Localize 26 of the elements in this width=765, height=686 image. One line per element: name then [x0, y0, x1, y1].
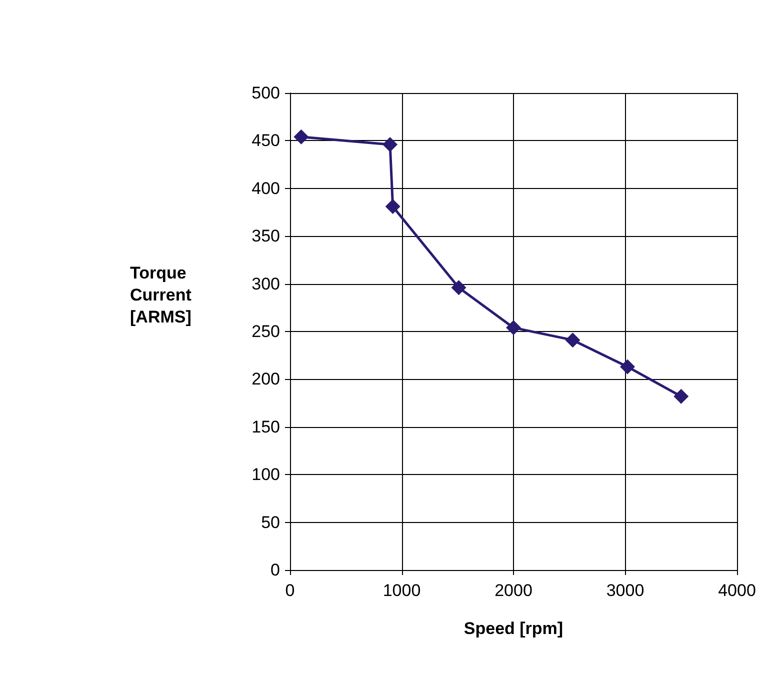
- y-tick-label: 200: [252, 370, 280, 389]
- point: [674, 388, 689, 404]
- y-tick-label: 150: [252, 417, 280, 436]
- point: [385, 199, 400, 214]
- y-axis-title: Torque Current [ARMS]: [130, 264, 196, 326]
- y-tick-label: 50: [261, 512, 280, 532]
- y-tick-label: 250: [252, 322, 280, 341]
- point: [294, 129, 309, 144]
- y-tick-label: 400: [252, 178, 280, 198]
- y-tick-label: 500: [252, 84, 280, 102]
- x-tick-label: 1000: [382, 581, 421, 600]
- x-axis-title: Speed [rpm]: [464, 619, 564, 638]
- x-tick-label: 0: [285, 581, 295, 600]
- x-tick-label: 4000: [718, 581, 756, 600]
- y-tick-label: 0: [270, 560, 280, 580]
- point: [382, 137, 398, 152]
- y-tick-label: 350: [252, 226, 280, 246]
- x-tick-label: 3000: [606, 581, 644, 600]
- point: [451, 280, 466, 296]
- point: [565, 332, 580, 348]
- point: [620, 359, 635, 374]
- x-tick-label: 2000: [494, 581, 532, 600]
- point: [506, 320, 521, 336]
- y-tick-label: 100: [252, 465, 280, 484]
- y-tick-label: 300: [252, 274, 280, 294]
- y-tick-label: 450: [252, 131, 280, 150]
